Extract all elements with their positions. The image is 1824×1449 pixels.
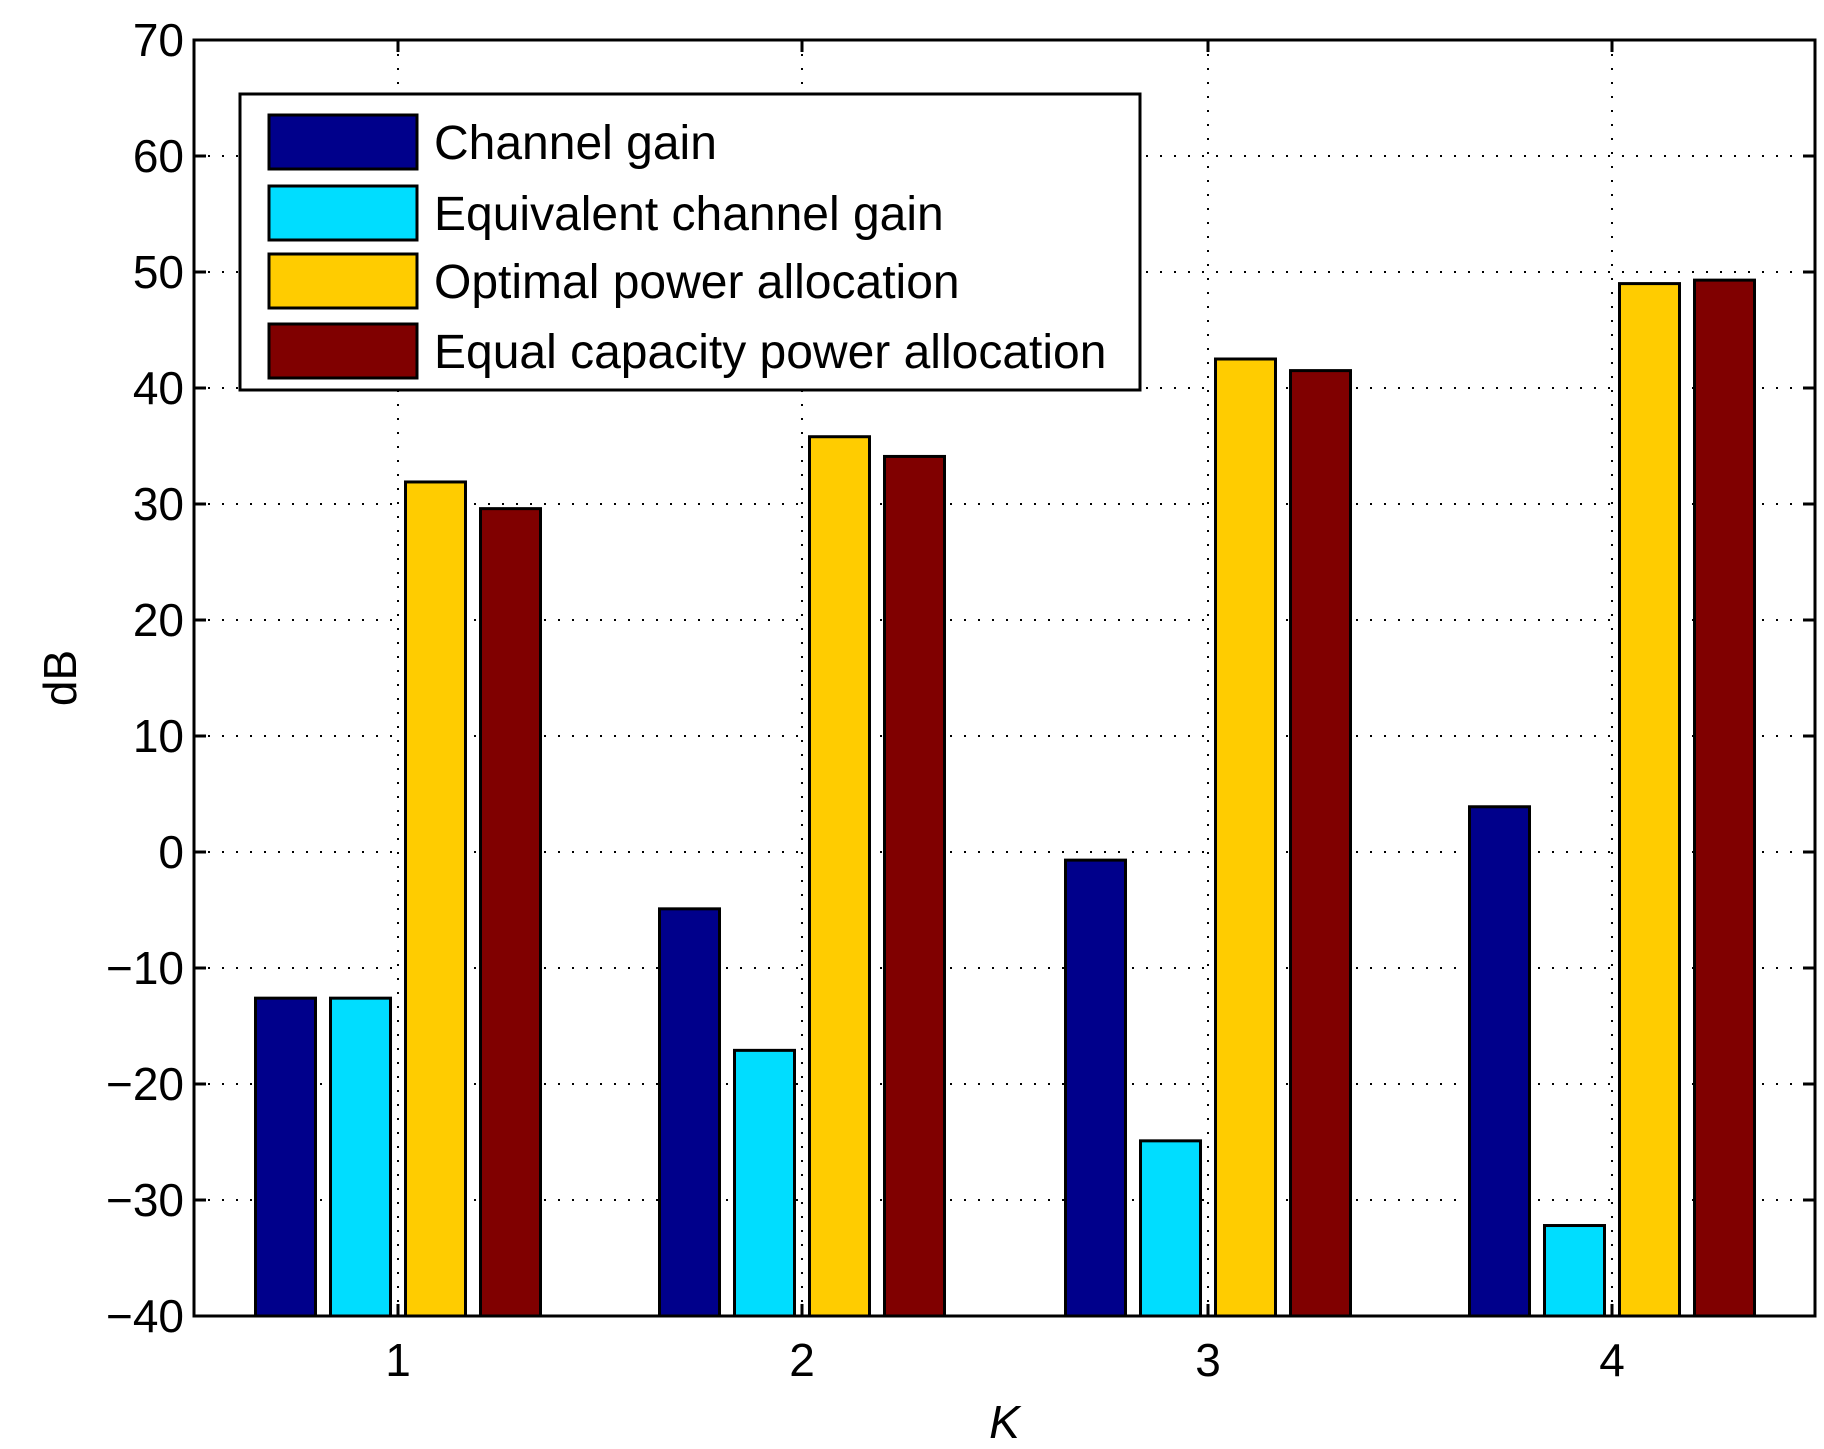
bar-group — [254, 278, 1756, 1318]
legend-label: Equal capacity power allocation — [434, 326, 1106, 379]
legend-swatch — [267, 184, 419, 242]
bar-optimal-power-allocation-k3 — [1214, 357, 1277, 1318]
y-tick-label: −20 — [106, 1058, 184, 1110]
bar-equivalent-channel-gain-k3 — [1139, 1139, 1202, 1318]
x-tick-label: 2 — [789, 1334, 815, 1386]
x-axis-label: K — [989, 1396, 1022, 1448]
legend-label: Equivalent channel gain — [434, 188, 944, 241]
bar-channel-gain-k2 — [658, 907, 721, 1318]
legend-swatch — [267, 252, 419, 310]
x-tick-label: 4 — [1599, 1334, 1625, 1386]
bar-equal-capacity-power-allocation-k2 — [883, 454, 946, 1318]
axes: 70 60 50 40 30 20 10 0 −10 −20 −30 −40 1 2 3 4 — [106, 14, 1817, 1386]
bar-equivalent-channel-gain-k1 — [329, 996, 392, 1318]
legend-label: Channel gain — [434, 117, 717, 170]
bar-equal-capacity-power-allocation-k4 — [1693, 278, 1756, 1318]
legend-swatch — [267, 322, 419, 380]
y-tick-label: 30 — [133, 478, 184, 530]
y-axis-label: dB — [34, 650, 86, 706]
legend-label: Optimal power allocation — [434, 256, 960, 309]
bar-equivalent-channel-gain-k2 — [733, 1048, 796, 1318]
legend: Channel gain Equivalent channel gain Optim… — [238, 92, 1142, 392]
x-tick-label: 1 — [385, 1334, 411, 1386]
y-tick-label: 20 — [133, 594, 184, 646]
y-tick-label: 50 — [133, 246, 184, 298]
bar-equivalent-channel-gain-k4 — [1543, 1224, 1606, 1318]
legend-swatch — [267, 113, 419, 171]
bar-channel-gain-k1 — [254, 996, 317, 1318]
bar-equal-capacity-power-allocation-k1 — [479, 507, 542, 1318]
y-tick-label: 0 — [158, 826, 184, 878]
y-tick-label: −30 — [106, 1174, 184, 1226]
bar-optimal-power-allocation-k1 — [404, 480, 467, 1318]
bar-optimal-power-allocation-k4 — [1618, 282, 1681, 1318]
y-tick-label: 10 — [133, 710, 184, 762]
bar-equal-capacity-power-allocation-k3 — [1289, 369, 1352, 1318]
bar-optimal-power-allocation-k2 — [808, 435, 871, 1318]
bar-channel-gain-k3 — [1064, 858, 1127, 1318]
bar-channel-gain-k4 — [1468, 805, 1531, 1318]
y-tick-label: 40 — [133, 362, 184, 414]
y-tick-label: 70 — [133, 14, 184, 66]
y-tick-label: −10 — [106, 942, 184, 994]
y-tick-label: −40 — [106, 1290, 184, 1342]
x-tick-label: 3 — [1195, 1334, 1221, 1386]
y-tick-label: 60 — [133, 130, 184, 182]
plot-frame — [192, 38, 1817, 1318]
